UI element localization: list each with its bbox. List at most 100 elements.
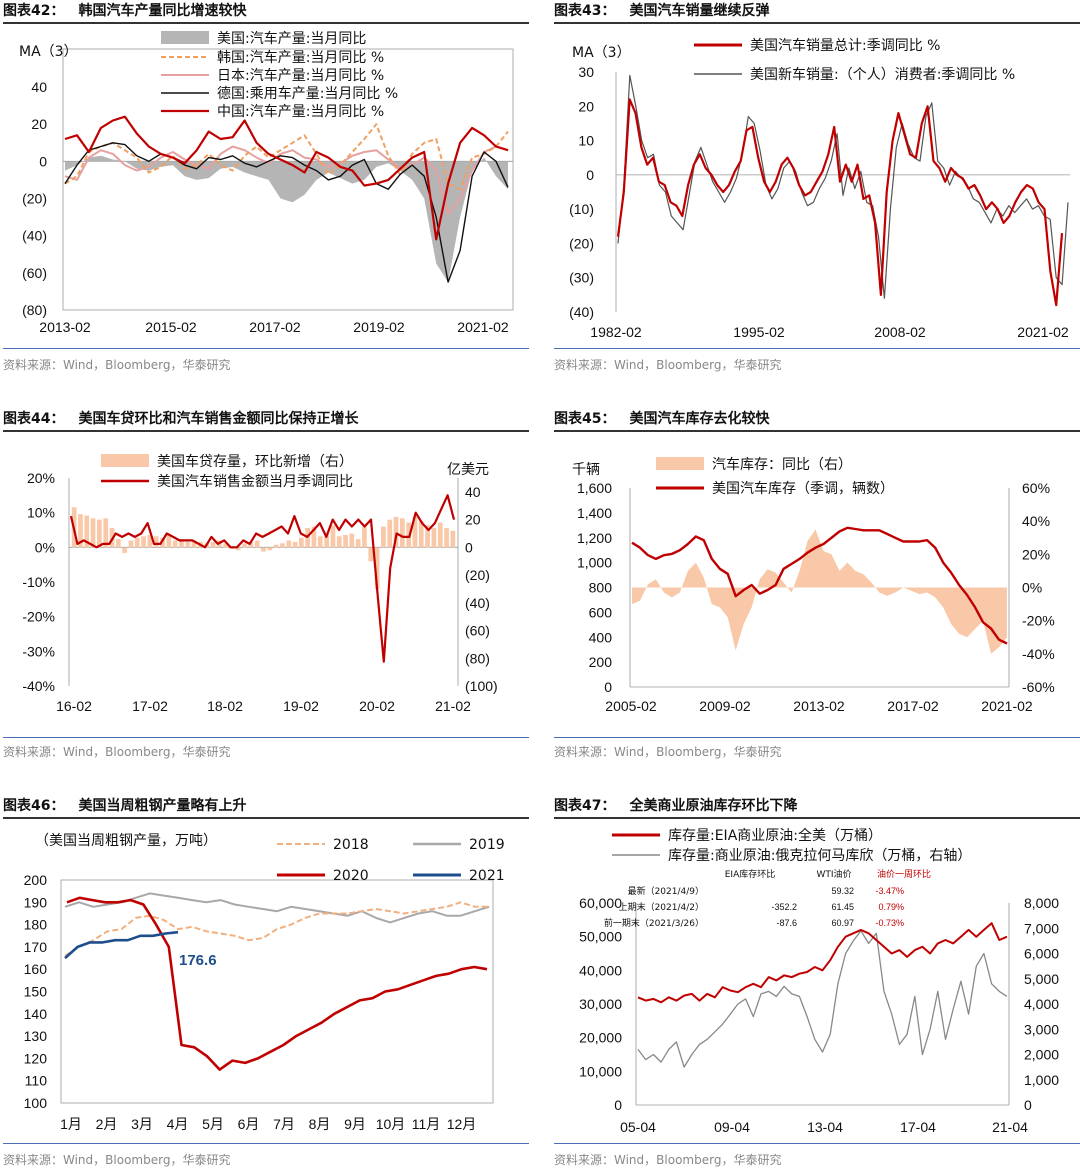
- ma-label: MA（3）: [19, 44, 78, 60]
- loan-bar: [242, 543, 247, 548]
- y-tick-label: 10: [578, 133, 594, 149]
- y-left-tick-label: 10%: [27, 505, 55, 521]
- month-tick-label: 10月: [376, 1116, 406, 1132]
- loan-bar: [393, 516, 399, 548]
- loan-bar: [128, 540, 134, 548]
- table-row-label: 最新（2021/4/9）: [628, 885, 704, 897]
- x-tick-label: 2021-02: [1017, 324, 1069, 340]
- month-tick-label: 8月: [309, 1116, 331, 1132]
- loan-bar: [299, 537, 304, 548]
- de-production-line: [64, 142, 509, 283]
- y-right-tick-label: 60%: [1022, 480, 1050, 496]
- y-tick-label: 190: [24, 894, 48, 910]
- y-right-tick-label: (40): [465, 595, 490, 611]
- y-left-tick-label: 60,000: [579, 895, 622, 911]
- y-left-tick-label: 1,600: [577, 480, 612, 496]
- legend-yoy-label: 汽车库存：同比（右）: [712, 456, 852, 473]
- y-tick-label: (40): [22, 228, 47, 244]
- loan-bar: [425, 525, 430, 548]
- y-right-tick-label: 6,000: [1024, 946, 1059, 962]
- y-right-tick-label: (60): [465, 623, 490, 639]
- y-tick-label: (20): [22, 191, 47, 207]
- x-tick-label: 2013-02: [793, 698, 845, 714]
- y-right-tick-label: 0: [465, 539, 473, 555]
- loan-bar: [349, 533, 355, 548]
- loan-bar: [210, 541, 216, 548]
- cushing-inventory-line: [637, 930, 1008, 1068]
- table-cell-inventory-change: -87.6: [776, 918, 797, 928]
- y-tick-label: 110: [25, 1073, 48, 1089]
- chart-fig42: MA（3） 40 20 0 (20) (40) (60) (80)2013-02 2015-02…: [19, 30, 514, 335]
- loan-bar: [97, 519, 102, 548]
- panel-fig44: 图表44： 美国车贷环比和汽车销售金额同比保持正增长 20% 10% 0% -10% -2…: [3, 408, 529, 778]
- loan-bar: [330, 525, 336, 548]
- y-left-tick-label: 20,000: [579, 1030, 622, 1046]
- loan-bar: [84, 515, 90, 548]
- loan-bar: [406, 522, 411, 548]
- title-rule: [3, 22, 529, 24]
- month-tick-label: 7月: [273, 1116, 295, 1132]
- y-right-tick-label: -40%: [1022, 646, 1055, 662]
- y-tick-label: 100: [24, 1095, 48, 1111]
- loan-bar: [248, 541, 254, 548]
- loan-bar: [355, 539, 361, 548]
- legend-yoy-swatch: [656, 457, 704, 470]
- kr-production-line: [64, 123, 509, 191]
- y-tick-label: 20: [31, 116, 47, 132]
- legend-new-label: 美国新车销量:（个人）消费者:季调同比 %: [750, 66, 1015, 83]
- x-tick-label: 18-02: [207, 698, 243, 714]
- chart-title: 图表47： 全美商业原油库存环比下降: [554, 798, 798, 814]
- table-row-label: 上期末（2021/4/2）: [619, 901, 704, 913]
- y-right-tick-label: 20%: [1022, 546, 1050, 562]
- loan-bar: [153, 536, 159, 548]
- loan-bar: [431, 528, 437, 548]
- legend-loan-swatch: [101, 454, 149, 467]
- month-tick-label: 9月: [344, 1116, 366, 1132]
- month-tick-label: 6月: [238, 1116, 260, 1132]
- y-right-tick-label: 8,000: [1024, 895, 1059, 911]
- table-cell-wti-price: 61.45: [831, 902, 854, 912]
- x-tick-label: 1995-02: [733, 324, 785, 340]
- loan-bar: [179, 539, 184, 548]
- x-tick-label: 1982-02: [590, 324, 642, 340]
- x-tick-label: 21-04: [992, 1119, 1028, 1135]
- y-right-tick-label: 40: [465, 484, 481, 500]
- x-tick-label: 05-04: [620, 1119, 656, 1135]
- y-left-tick-label: 50,000: [579, 929, 622, 945]
- legend-us-swatch: [161, 31, 209, 44]
- x-tick-label: 17-04: [900, 1119, 936, 1135]
- legend-2021-label: 2021: [469, 868, 505, 884]
- table-cell-wti-price: 60.97: [831, 918, 854, 928]
- title-rule: [3, 430, 529, 432]
- bottom-rule: [554, 1143, 1080, 1144]
- loan-bar: [172, 540, 178, 548]
- loan-bar: [261, 547, 266, 552]
- y-right-tick-label: 2,000: [1024, 1047, 1059, 1063]
- y-tick-label: 0: [586, 167, 594, 183]
- steel-2019-line: [64, 892, 490, 924]
- y-left-tick-label: 40,000: [579, 962, 622, 978]
- legend-level-label: 美国汽车库存（季调，辆数）: [712, 480, 894, 497]
- y-left-tick-label: 10,000: [579, 1063, 622, 1079]
- y-tick-label: (40): [569, 304, 594, 320]
- cn-production-line: [64, 115, 509, 241]
- loan-bar: [381, 526, 386, 548]
- chart-fig45: 千辆 1,600 1,400 1,200 1,000 800 600 400 200 0 60% 40…: [572, 456, 1055, 714]
- legend-2018-label: 2018: [333, 837, 369, 853]
- y-tick-label: (30): [569, 270, 594, 286]
- loan-bar: [280, 543, 285, 548]
- loan-bar: [292, 541, 298, 548]
- table-cell-price-change: 0.79%: [878, 902, 904, 912]
- legend-total-label: 美国汽车销量总计:季调同比 %: [750, 37, 940, 54]
- panel-fig42: 图表42： 韩国汽车产量同比增速较快 MA（3） 40 20 0 (20) (40) (60)…: [3, 0, 529, 380]
- bottom-rule: [3, 348, 529, 349]
- chart-fig46: （美国当周粗钢产量，万吨） 200 190 180 170 160 150 140 130 120…: [24, 833, 505, 1132]
- x-tick-label: 19-02: [283, 698, 319, 714]
- loan-bar: [418, 521, 424, 548]
- legend-de-label: 德国:乘用车产量:当月同比 %: [217, 85, 398, 102]
- bottom-rule: [554, 348, 1080, 349]
- y-tick-label: (10): [569, 201, 594, 217]
- y-left-tick-label: 1,000: [577, 555, 612, 571]
- x-tick-label: 20-02: [359, 698, 395, 714]
- loan-bar: [191, 540, 197, 548]
